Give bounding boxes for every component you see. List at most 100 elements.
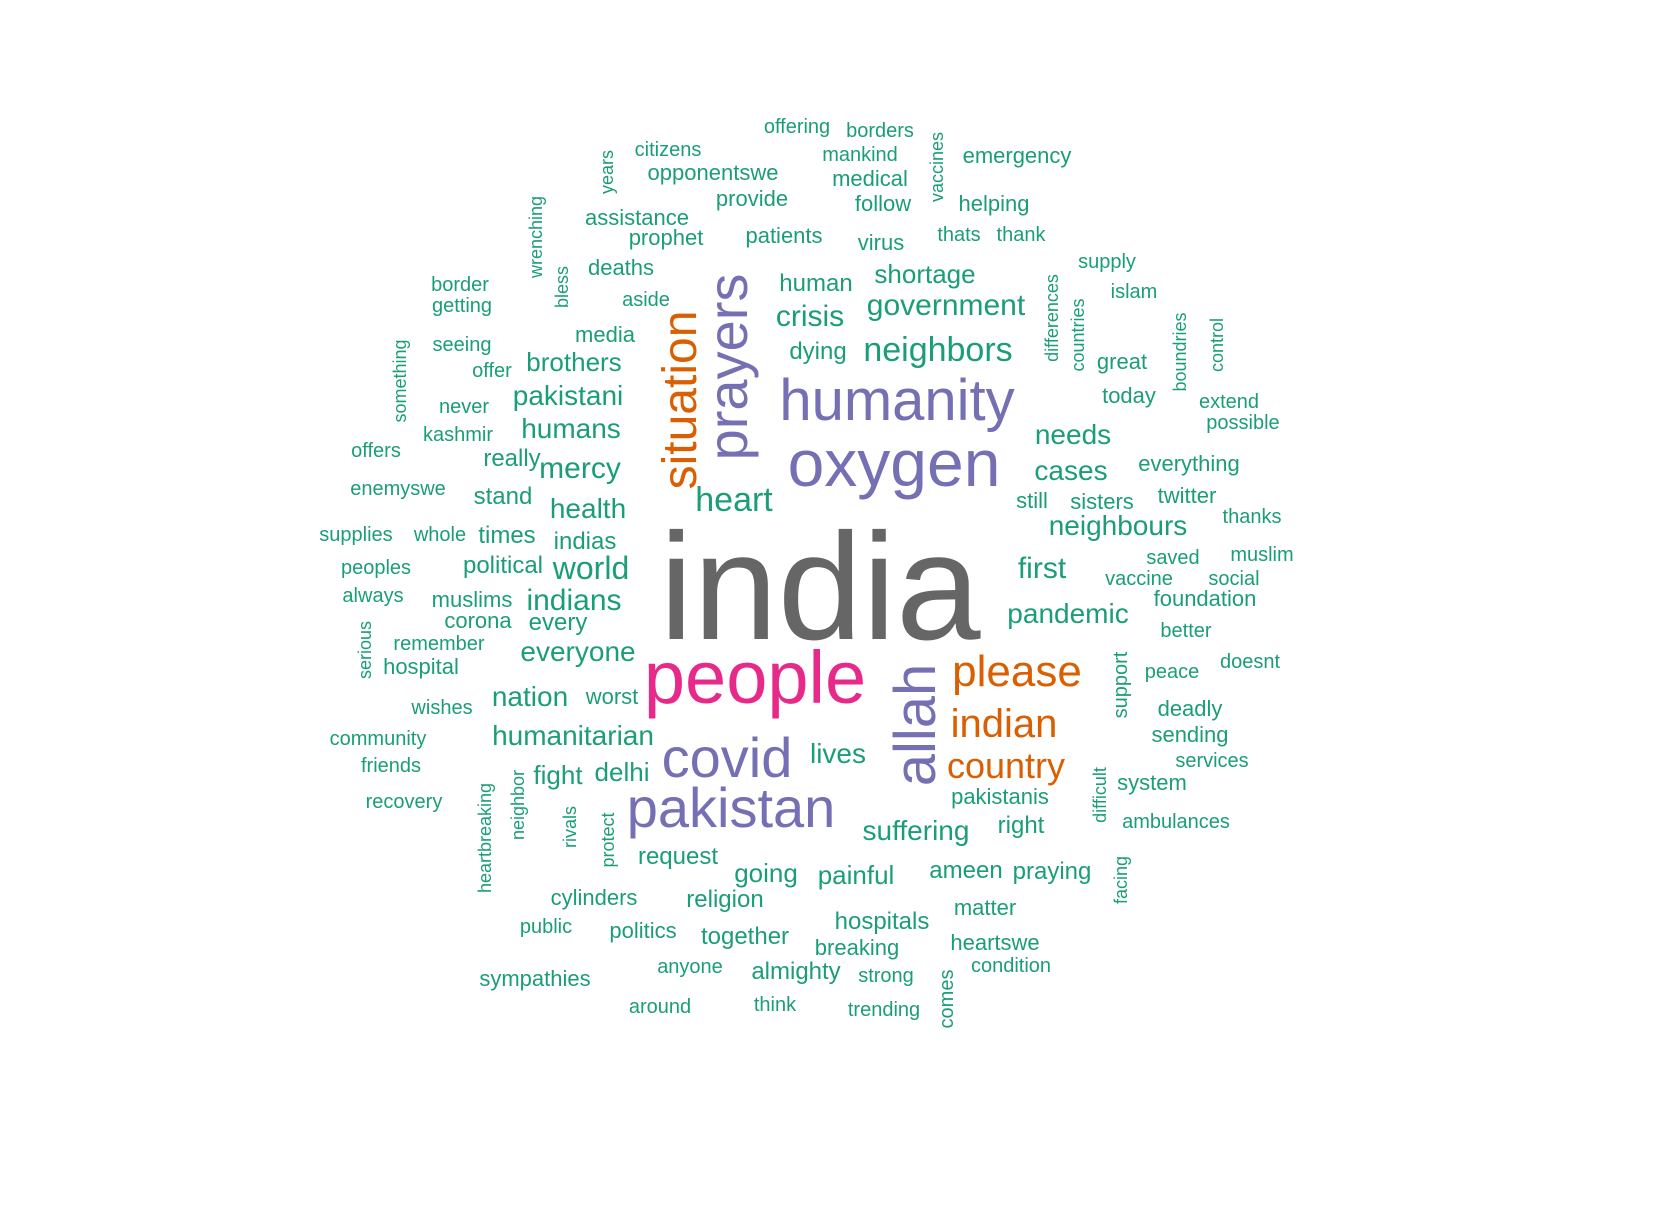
word-extend: extend <box>1198 391 1260 413</box>
word-serious: serious <box>355 620 375 680</box>
word-humanity: humanity <box>779 368 1015 433</box>
word-control: control <box>1207 317 1227 373</box>
word-bless: bless <box>552 265 572 309</box>
word-humans: humans <box>521 413 621 444</box>
word-pakistan: pakistan <box>626 776 836 839</box>
word-boundries: boundries <box>1170 312 1190 392</box>
word-times: times <box>478 522 536 549</box>
word-indian: indian <box>950 702 1058 746</box>
word-still: still <box>1016 488 1048 513</box>
word-prophet: prophet <box>628 225 704 250</box>
word-indias: indias <box>553 528 617 555</box>
word-cases: cases <box>1034 455 1108 486</box>
word-delhi: delhi <box>594 757 650 787</box>
word-supply: supply <box>1078 251 1136 273</box>
word-prayers: prayers <box>696 273 759 461</box>
word-great: great <box>1096 349 1148 374</box>
word-deaths: deaths <box>587 255 655 280</box>
word-anyone: anyone <box>657 956 723 978</box>
word-countries: countries <box>1068 298 1088 372</box>
word-politics: politics <box>609 918 677 943</box>
word-virus: virus <box>857 230 905 255</box>
word-praying: praying <box>1012 858 1092 885</box>
word-system: system <box>1117 770 1187 795</box>
word-cylinders: cylinders <box>550 885 638 910</box>
word-border: border <box>431 274 489 296</box>
word-heart: heart <box>695 481 773 519</box>
word-breaking: breaking <box>814 935 900 960</box>
word-helping: helping <box>958 191 1030 216</box>
word-going: going <box>734 858 798 888</box>
word-heartbreaking: heartbreaking <box>475 782 495 894</box>
word-seeing: seeing <box>432 334 492 356</box>
word-mercy: mercy <box>539 452 621 485</box>
word-support: support <box>1110 651 1132 719</box>
word-lives: lives <box>809 738 867 769</box>
word-heartswe: heartswe <box>950 930 1040 955</box>
word-whole: whole <box>413 524 467 546</box>
word-religion: religion <box>686 886 764 913</box>
word-fight: fight <box>533 760 583 790</box>
word-supplies: supplies <box>319 524 393 546</box>
word-services: services <box>1175 750 1249 772</box>
word-deadly: deadly <box>1157 696 1223 721</box>
word-stand: stand <box>473 483 533 510</box>
word-getting: getting <box>431 295 493 317</box>
word-today: today <box>1102 383 1156 408</box>
word-every: every <box>528 609 588 636</box>
word-twitter: twitter <box>1157 483 1217 508</box>
word-ameen: ameen <box>929 857 1003 884</box>
word-humanitarian: humanitarian <box>492 720 654 751</box>
word-first: first <box>1017 552 1067 585</box>
word-kashmir: kashmir <box>422 424 494 446</box>
word-differences: differences <box>1042 274 1062 362</box>
word-nation: nation <box>491 681 569 712</box>
word-neighbours: neighbours <box>1048 510 1188 541</box>
word-provide: provide <box>715 186 789 211</box>
word-social: social <box>1208 568 1260 590</box>
word-facing: facing <box>1111 855 1131 905</box>
word-offering: offering <box>763 116 831 138</box>
word-patients: patients <box>745 223 823 248</box>
word-years: years <box>597 149 617 195</box>
word-matter: matter <box>953 895 1017 920</box>
word-allah: allah <box>883 663 948 787</box>
word-covid: covid <box>661 726 793 789</box>
word-wishes: wishes <box>411 697 473 719</box>
word-really: really <box>483 445 541 472</box>
word-community: community <box>329 728 427 750</box>
word-needs: needs <box>1034 419 1112 450</box>
word-possible: possible <box>1206 412 1280 434</box>
word-painful: painful <box>817 860 895 890</box>
word-pakistanis: pakistanis <box>951 784 1049 809</box>
word-hospital: hospital <box>383 654 459 679</box>
word-better: better <box>1160 620 1212 642</box>
word-corona: corona <box>444 608 512 633</box>
word-peace: peace <box>1144 661 1200 683</box>
word-together: together <box>700 923 790 950</box>
word-muslims: muslims <box>431 587 513 612</box>
word-world: world <box>552 550 630 586</box>
word-country: country <box>946 745 1066 786</box>
word-human: human <box>779 270 853 297</box>
word-mankind: mankind <box>822 144 898 166</box>
word-media: media <box>575 322 635 347</box>
word-foundation: foundation <box>1153 586 1257 611</box>
word-vaccine: vaccine <box>1105 568 1173 590</box>
word-always: always <box>342 585 404 607</box>
word-almighty: almighty <box>751 958 841 985</box>
word-around: around <box>628 996 692 1018</box>
word-offer: offer <box>472 360 512 382</box>
word-trending: trending <box>847 999 921 1021</box>
word-saved: saved <box>1146 547 1200 569</box>
word-assistance: assistance <box>585 205 689 230</box>
word-aside: aside <box>622 289 670 311</box>
word-thank: thank <box>996 224 1046 246</box>
word-india: india <box>659 502 981 672</box>
word-sending: sending <box>1151 722 1229 747</box>
word-never: never <box>438 396 490 418</box>
word-government: government <box>866 289 1026 322</box>
word-please: please <box>952 647 1082 696</box>
word-neighbor: neighbor <box>508 769 528 841</box>
